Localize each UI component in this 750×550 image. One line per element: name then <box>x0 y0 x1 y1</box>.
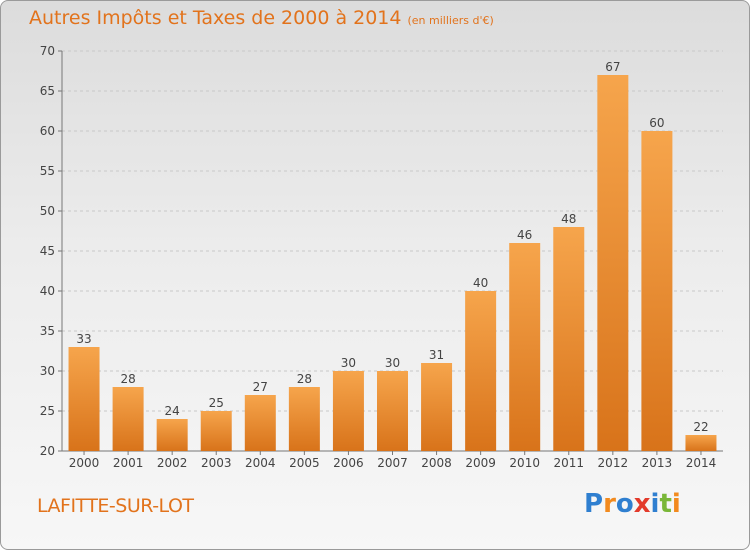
x-tick-label: 2010 <box>509 456 540 470</box>
title-text: Autres Impôts et Taxes de 2000 à 2014 <box>29 7 402 29</box>
logo-letter: P <box>584 489 604 519</box>
x-tick-label: 2003 <box>201 456 232 470</box>
y-tick-label: 70 <box>40 44 55 58</box>
bar-value-label: 60 <box>649 116 664 130</box>
unit-label: (en milliers d'€) <box>407 14 494 27</box>
x-tick-label: 2014 <box>686 456 717 470</box>
bar <box>244 395 276 451</box>
bar <box>200 411 232 451</box>
bar-value-label: 27 <box>253 380 268 394</box>
x-tick-label: 2004 <box>245 456 276 470</box>
logo-letter: t <box>659 489 672 519</box>
bar-value-label: 31 <box>429 348 444 362</box>
logo-letter: x <box>633 489 651 519</box>
logo-letter: r <box>603 489 616 519</box>
bar-value-label: 46 <box>517 228 532 242</box>
bar-value-label: 24 <box>165 404 180 418</box>
bar <box>288 387 320 451</box>
bar-value-label: 30 <box>341 356 356 370</box>
bar <box>112 387 144 451</box>
y-tick-label: 30 <box>40 364 55 378</box>
y-tick-label: 65 <box>40 84 55 98</box>
x-tick-label: 2011 <box>553 456 584 470</box>
bar-value-label: 48 <box>561 212 576 226</box>
bar-value-label: 40 <box>473 276 488 290</box>
bar <box>377 371 408 451</box>
bar <box>156 419 188 451</box>
x-tick-label: 2007 <box>377 456 408 470</box>
x-tick-label: 2002 <box>157 456 188 470</box>
logo-letter: i <box>671 489 681 519</box>
x-tick-label: 2006 <box>333 456 364 470</box>
bar <box>421 363 453 451</box>
bar-value-label: 67 <box>605 60 620 74</box>
chart-title: Autres Impôts et Taxes de 2000 à 2014 (en… <box>29 7 494 29</box>
y-tick-label: 40 <box>40 284 55 298</box>
bar <box>685 435 717 451</box>
bar <box>553 227 585 451</box>
bar-value-label: 22 <box>693 420 708 434</box>
proxiti-logo: Proxiti <box>584 489 681 519</box>
x-tick-label: 2001 <box>113 456 144 470</box>
x-tick-label: 2005 <box>289 456 320 470</box>
y-tick-label: 60 <box>40 124 55 138</box>
bar <box>332 371 364 451</box>
y-tick-label: 50 <box>40 204 55 218</box>
bar-value-label: 30 <box>385 356 400 370</box>
x-tick-label: 2008 <box>421 456 452 470</box>
y-tick-label: 20 <box>40 444 55 458</box>
bar-value-label: 25 <box>209 396 224 410</box>
logo-letter: i <box>650 489 660 519</box>
bar <box>509 243 541 451</box>
y-tick-label: 55 <box>40 164 55 178</box>
x-tick-label: 2009 <box>465 456 496 470</box>
x-tick-label: 2013 <box>642 456 673 470</box>
bar <box>597 75 629 451</box>
y-tick-label: 25 <box>40 404 55 418</box>
bar-value-label: 28 <box>120 372 135 386</box>
bar-value-label: 28 <box>297 372 312 386</box>
y-tick-label: 45 <box>40 244 55 258</box>
logo-letter: o <box>615 489 634 519</box>
bar <box>641 131 673 451</box>
bar <box>68 347 100 451</box>
commune-name: LAFITTE-SUR-LOT <box>37 495 194 517</box>
x-tick-label: 2000 <box>69 456 100 470</box>
x-tick-label: 2012 <box>598 456 629 470</box>
bar-value-label: 33 <box>76 332 91 346</box>
y-tick-label: 35 <box>40 324 55 338</box>
bar <box>465 291 497 451</box>
